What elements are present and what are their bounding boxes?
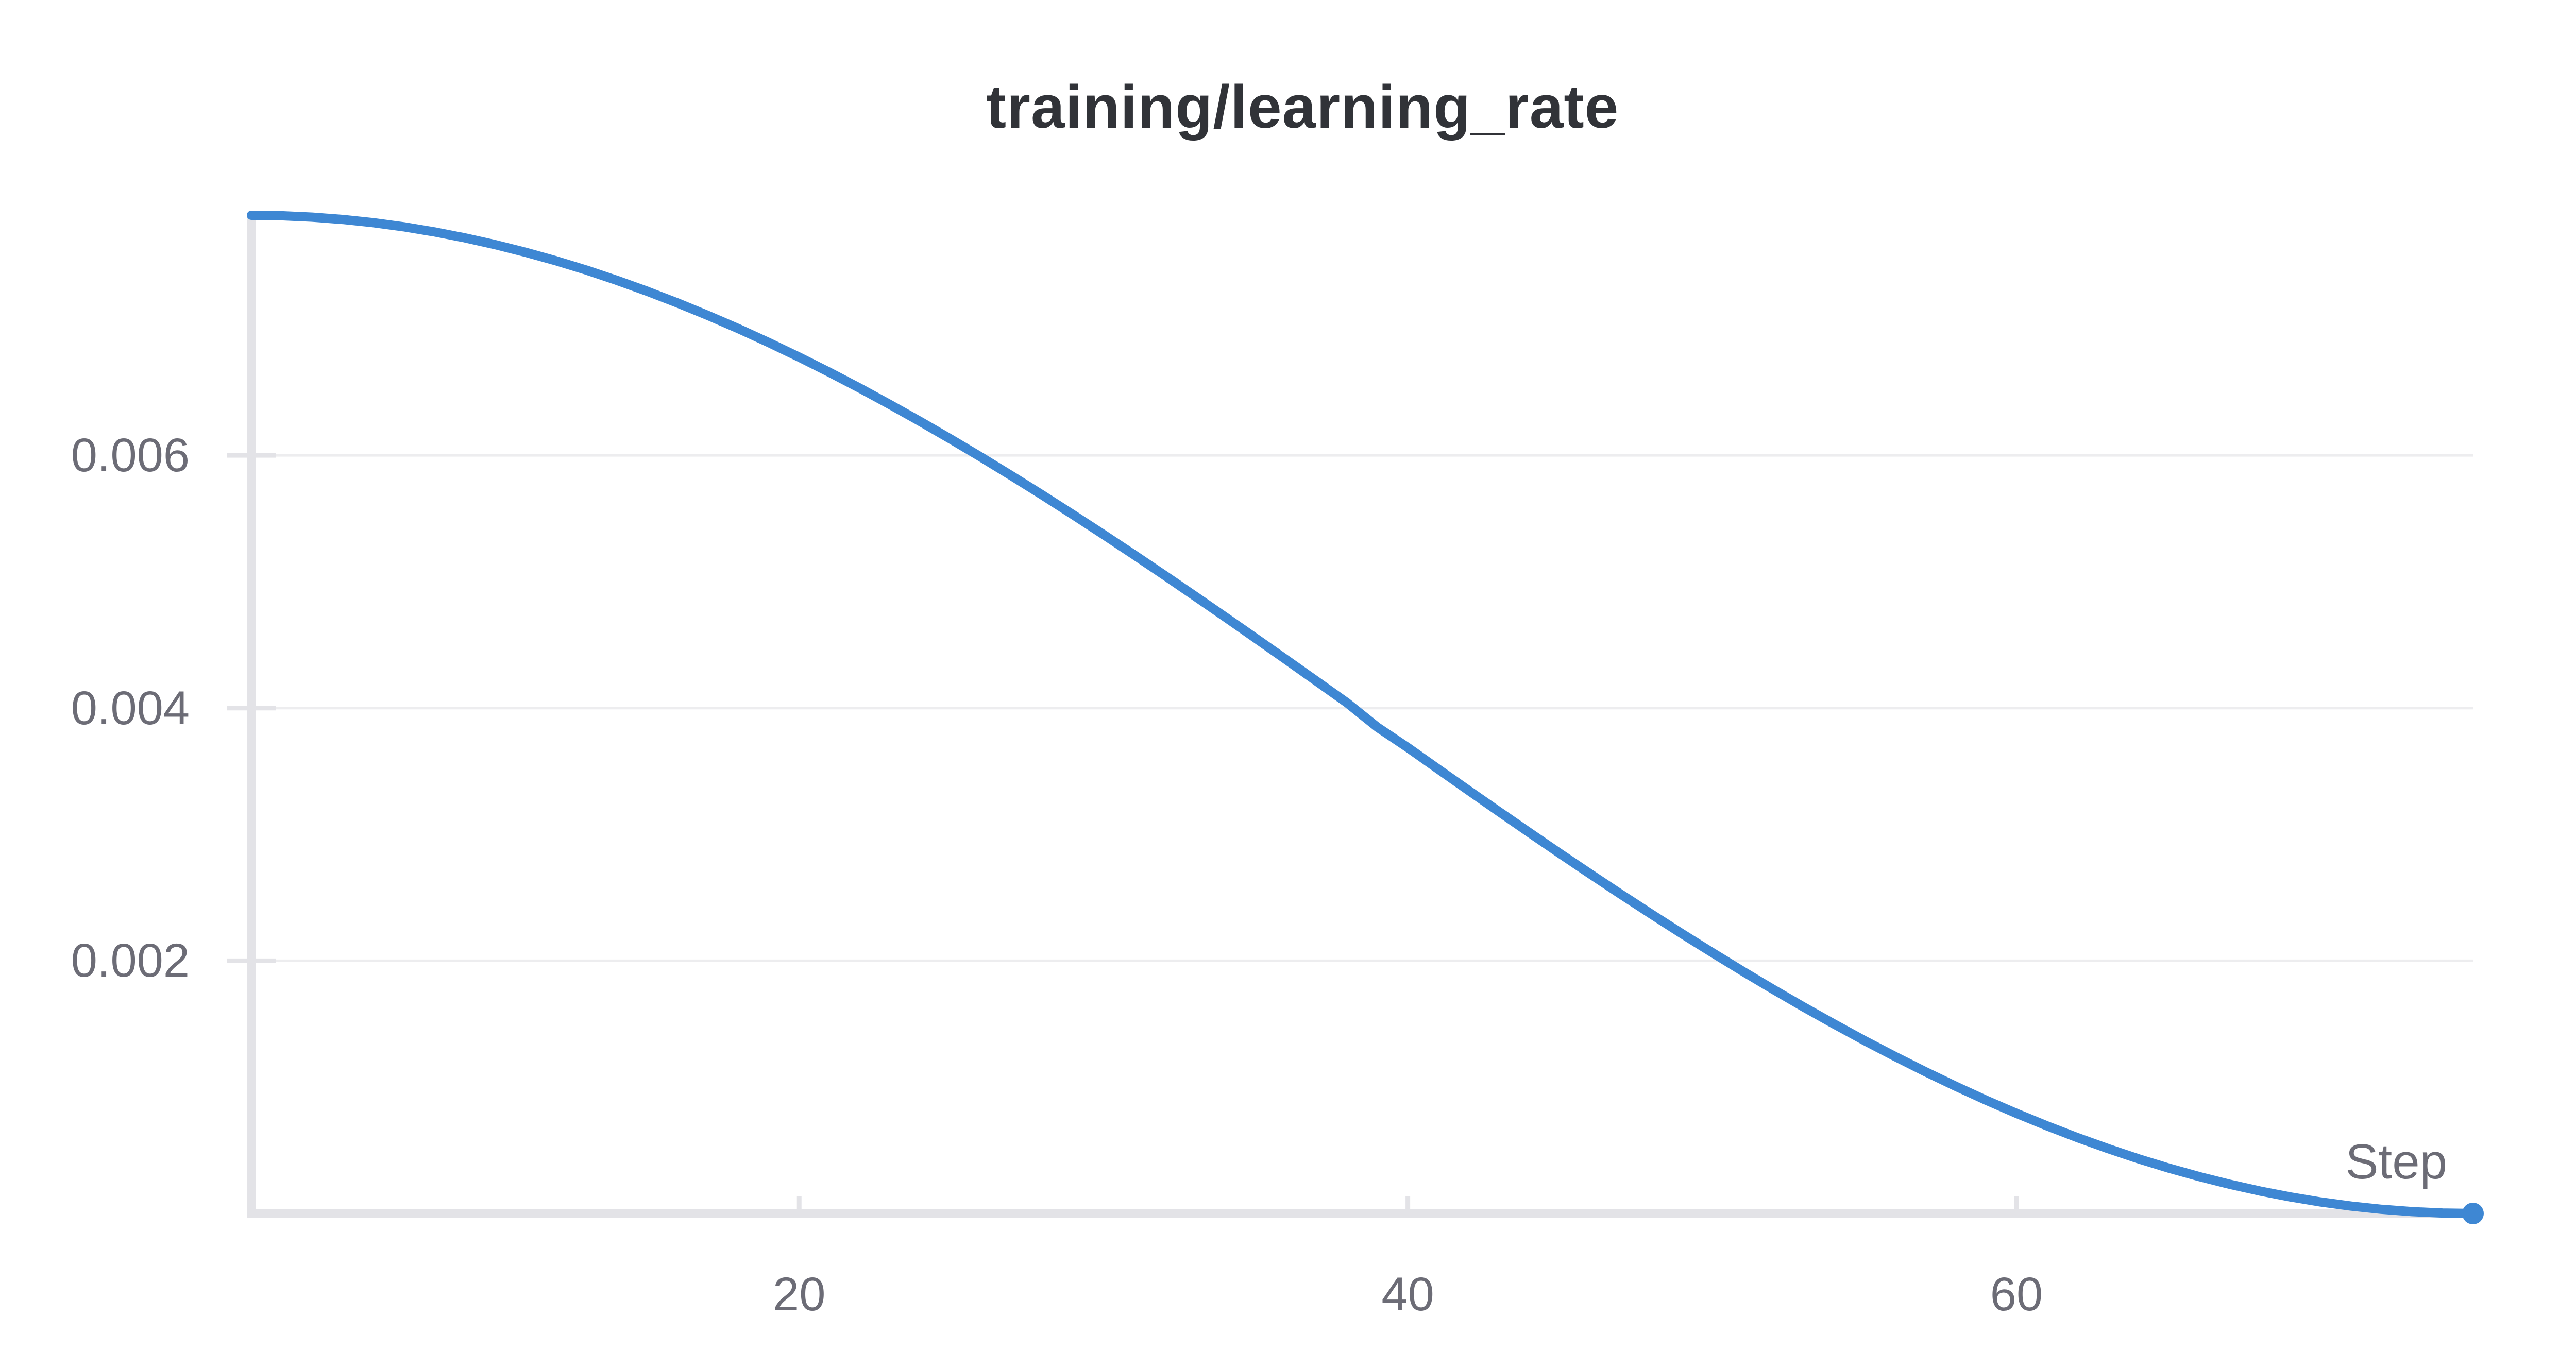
x-axis-title: Step xyxy=(2345,1134,2447,1189)
y-tick-label: 0.004 xyxy=(71,681,190,734)
y-tick-label: 0.006 xyxy=(71,429,190,482)
learning-rate-line[interactable] xyxy=(247,211,2478,1218)
chart-title: training/learning_rate xyxy=(986,73,1619,141)
x-tick-label: 40 xyxy=(1381,1268,1434,1321)
x-tick-label: 20 xyxy=(773,1268,826,1321)
last-point-marker[interactable] xyxy=(2462,1203,2484,1224)
y-tick-label: 0.002 xyxy=(71,934,190,987)
x-tick-label: 60 xyxy=(1990,1268,2043,1321)
